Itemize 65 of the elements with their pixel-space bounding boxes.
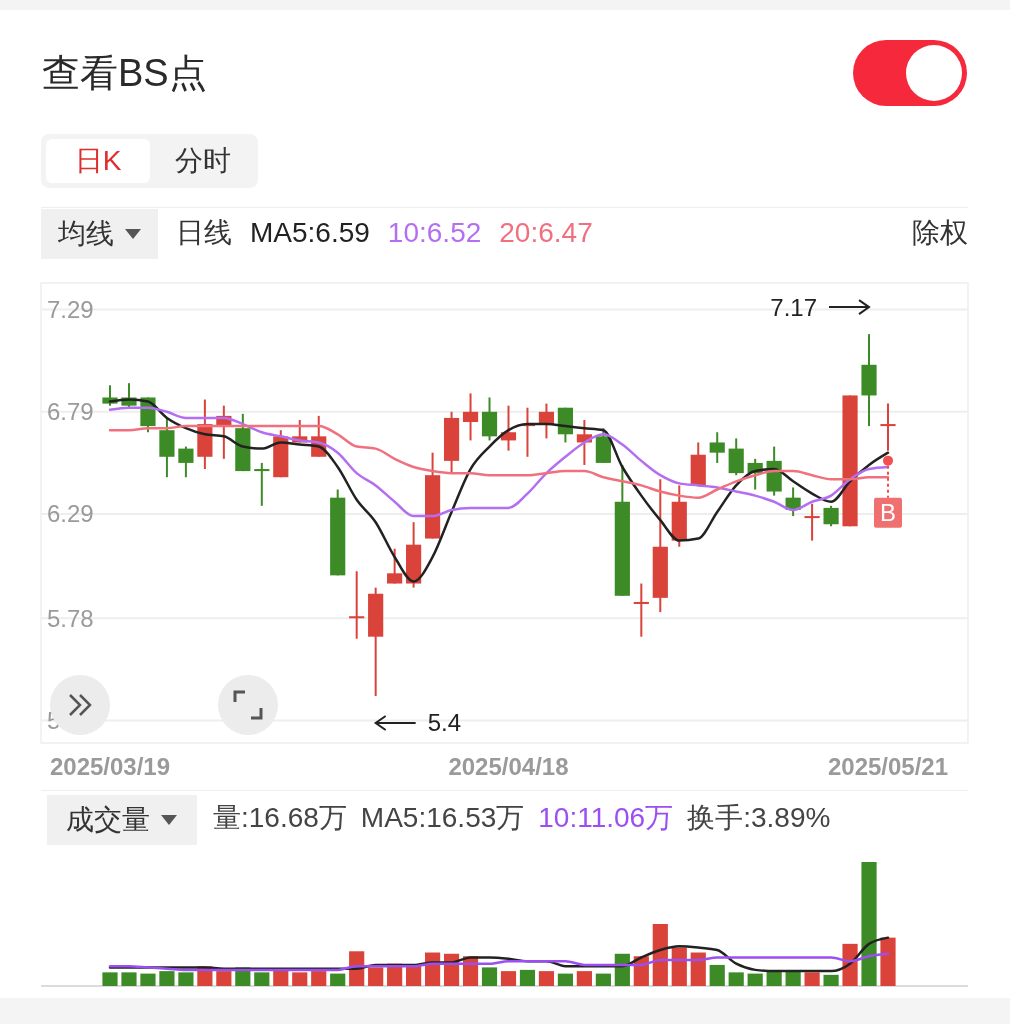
- text: 日线: [176, 216, 232, 250]
- y-tick-label: 7.29: [47, 295, 94, 323]
- bar: [576, 971, 592, 986]
- candlestick: [804, 502, 820, 542]
- text: 20:6.47: [499, 217, 593, 249]
- bar: [368, 967, 384, 986]
- x-tick-label: 2025/05/21: [827, 753, 949, 781]
- bar: [311, 971, 327, 986]
- bar: [690, 952, 706, 986]
- bar: [140, 973, 156, 986]
- bar: [121, 972, 137, 986]
- candlestick: [462, 392, 479, 442]
- bar: [216, 971, 232, 986]
- bar: [880, 937, 896, 986]
- bar: [292, 972, 308, 986]
- candlestick: [254, 461, 270, 507]
- bar: [254, 972, 270, 986]
- candlestick: [633, 582, 649, 638]
- bar: [330, 973, 346, 986]
- text: 量:16.68万: [213, 801, 347, 835]
- bar: [557, 973, 573, 986]
- bar: [538, 971, 555, 986]
- bar: [159, 971, 175, 986]
- bar: [102, 972, 118, 986]
- text: 10:11.06万: [538, 801, 674, 835]
- bar: [652, 924, 668, 986]
- bar: [671, 947, 687, 986]
- candlestick: [823, 504, 839, 528]
- annotation: 7.17: [770, 293, 818, 321]
- bar: [709, 964, 725, 986]
- candlestick: [387, 547, 403, 585]
- bar: [804, 972, 820, 986]
- x-tick-label: 2025/03/19: [49, 753, 171, 781]
- y-tick-label: 6.29: [47, 500, 94, 528]
- y-tick-label: 6.79: [47, 398, 94, 426]
- bar: [747, 973, 763, 986]
- candlestick: [349, 570, 365, 640]
- bar: [823, 974, 839, 986]
- bar: [861, 862, 877, 986]
- bar: [178, 972, 194, 986]
- chart-title: 查看BS点: [42, 51, 207, 96]
- bar: [481, 967, 498, 986]
- text: 换手:3.89%: [687, 801, 831, 835]
- candlestick: [178, 445, 194, 479]
- y-tick-label: 5.78: [47, 604, 94, 632]
- annotation: B: [879, 499, 897, 527]
- bar: [500, 971, 517, 986]
- annotation: 5.4: [427, 709, 462, 737]
- bar: [595, 973, 611, 986]
- text: 成交量: [47, 795, 197, 845]
- x-tick-label: 2025/04/18: [448, 753, 569, 781]
- text: MA5:6.59: [250, 217, 370, 249]
- text: 日K: [46, 139, 150, 183]
- text: MA5:16.53万: [360, 801, 525, 835]
- text: 除权: [912, 216, 968, 250]
- bar: [728, 972, 744, 986]
- candlestick: [709, 431, 725, 464]
- bar: [519, 969, 536, 986]
- text: 分时: [174, 144, 232, 178]
- bar: [766, 971, 782, 986]
- bar: [273, 969, 289, 986]
- candlestick: [880, 402, 896, 452]
- text: 均线: [41, 209, 158, 259]
- bar: [785, 971, 801, 986]
- text: 10:6.52: [387, 217, 482, 249]
